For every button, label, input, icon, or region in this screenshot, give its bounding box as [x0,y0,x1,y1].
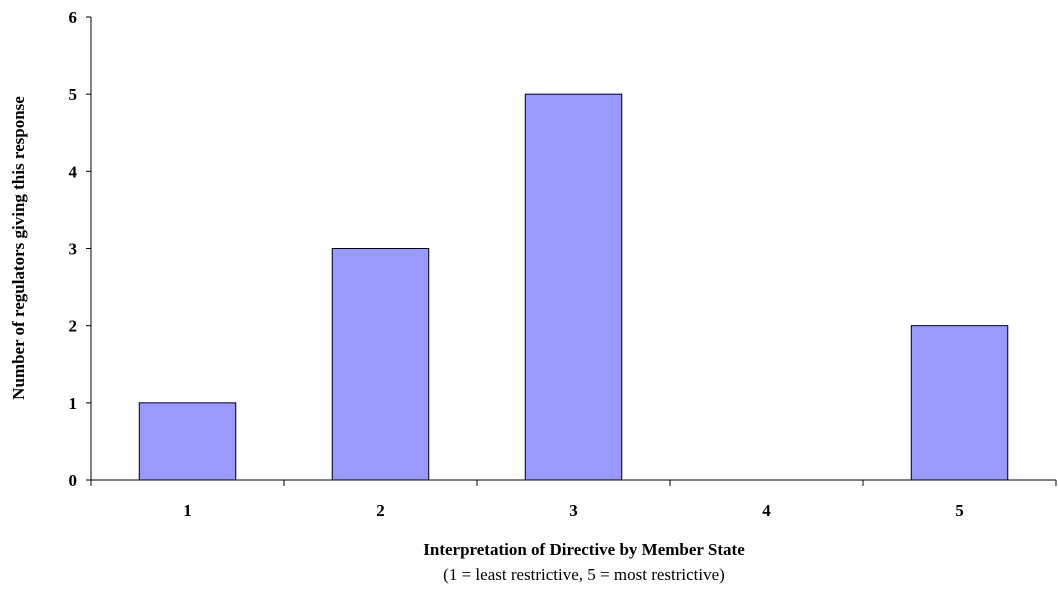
bar-3 [524,93,623,481]
y-ticks-group: 0 1 2 3 4 5 6 [69,8,91,490]
x-tick-label: 5 [955,501,964,520]
bar-5 [910,325,1009,481]
y-axis-title: Number of regulators giving this respons… [9,96,28,400]
y-tick-label: 0 [69,471,78,490]
y-tick-label: 6 [69,8,78,27]
y-tick-label: 1 [69,394,78,413]
x-tick-label: 1 [183,501,192,520]
x-axis-title: Interpretation of Directive by Member St… [423,540,745,559]
bar-1 [138,402,237,481]
y-tick-label: 3 [69,240,78,259]
bar-2 [331,248,430,481]
x-tick-label: 4 [762,501,771,520]
x-ticks-group: 1 2 3 4 5 [90,480,1057,520]
bars-group [138,93,1009,481]
x-axis-note: (1 = least restrictive, 5 = most restric… [443,565,725,584]
x-tick-label: 3 [569,501,578,520]
y-tick-label: 2 [69,317,78,336]
y-tick-label: 5 [69,85,78,104]
y-tick-label: 4 [69,162,78,181]
x-tick-label: 2 [376,501,385,520]
